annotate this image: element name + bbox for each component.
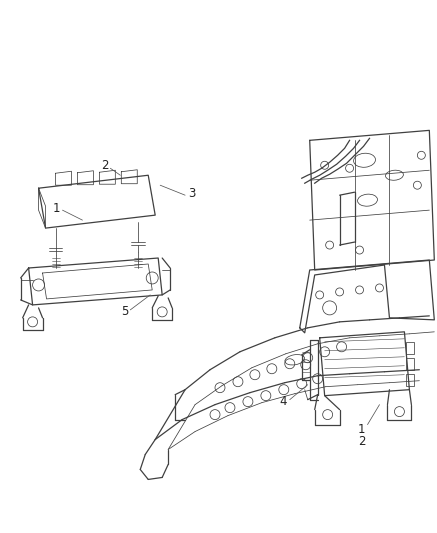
Bar xyxy=(406,342,414,354)
Text: 1: 1 xyxy=(358,423,365,436)
Text: 2: 2 xyxy=(358,435,365,448)
Text: 5: 5 xyxy=(121,305,128,318)
Text: 1: 1 xyxy=(53,201,60,215)
Text: 2: 2 xyxy=(101,159,108,172)
Text: 4: 4 xyxy=(279,395,287,408)
Bar xyxy=(406,374,414,386)
Bar xyxy=(406,358,414,370)
Text: 3: 3 xyxy=(188,187,195,200)
